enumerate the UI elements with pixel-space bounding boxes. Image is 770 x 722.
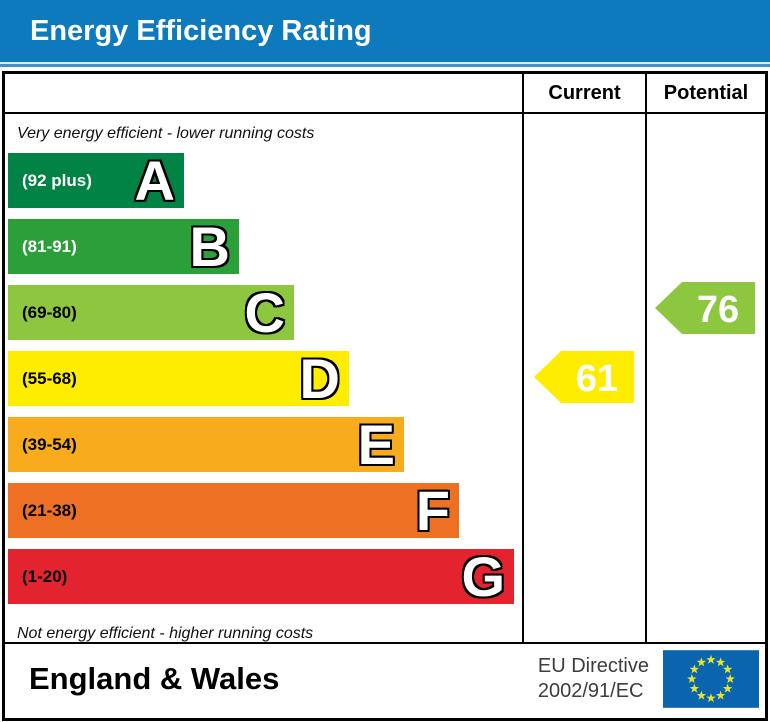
caption-bottom: Not energy efficient - higher running co…: [17, 625, 314, 642]
band-row-g: (1-20) G: [8, 544, 514, 608]
footer-region-label: England & Wales: [29, 661, 280, 696]
band-letter-d: D: [299, 346, 340, 410]
current-rating-column: 61: [522, 114, 645, 642]
band-range-b: (81-91): [22, 236, 77, 256]
current-rating-value: 61: [576, 358, 618, 400]
band-range-a: (92 plus): [22, 170, 92, 190]
band-letter-f: F: [415, 478, 450, 542]
title-accent-dark: [0, 64, 770, 67]
potential-rating-arrow: 76: [655, 282, 755, 334]
band-range-c: (69-80): [22, 302, 77, 322]
page-title-text: Energy Efficiency Rating: [30, 14, 372, 47]
band-range-g: (1-20): [22, 566, 68, 586]
rating-bands-area: Very energy efficient - lower running co…: [5, 114, 522, 642]
column-header-row: Current Potential: [5, 74, 765, 114]
band-letter-a: A: [134, 148, 175, 212]
band-row-a: (92 plus) A: [8, 148, 184, 212]
page-title: Energy Efficiency Rating: [0, 0, 770, 62]
band-row-c: (69-80) C: [8, 280, 294, 344]
title-accent-light: [0, 62, 770, 64]
column-header-current: Current: [522, 74, 645, 112]
band-letter-g: G: [461, 544, 505, 608]
band-row-e: (39-54) E: [8, 412, 404, 476]
header-spacer: [5, 74, 522, 112]
band-range-e: (39-54): [22, 434, 77, 454]
band-row-f: (21-38) F: [8, 478, 459, 542]
epc-chart: Current Potential Very energy efficient …: [2, 71, 768, 721]
eu-directive-line1: EU Directive: [537, 655, 649, 677]
column-header-potential: Potential: [645, 74, 765, 112]
band-row-b: (81-91) B: [8, 214, 239, 278]
footer: England & Wales EU Directive 2002/91/EC: [5, 642, 765, 714]
band-letter-b: B: [189, 214, 230, 278]
eu-directive-text: EU Directive 2002/91/EC: [538, 654, 649, 704]
band-range-d: (55-68): [22, 368, 77, 388]
potential-rating-value: 76: [697, 289, 739, 331]
caption-top: Very energy efficient - lower running co…: [17, 125, 315, 142]
chart-body: Very energy efficient - lower running co…: [5, 114, 765, 642]
current-rating-arrow: 61: [534, 351, 634, 403]
eu-directive-line2: 2002/91/EC: [537, 680, 644, 702]
eu-flag-icon: [663, 650, 759, 708]
band-letter-e: E: [357, 412, 395, 476]
potential-rating-column: 76: [645, 114, 765, 642]
band-range-f: (21-38): [22, 500, 77, 520]
band-letter-c: C: [244, 280, 285, 344]
band-row-d: (55-68) D: [8, 346, 349, 410]
